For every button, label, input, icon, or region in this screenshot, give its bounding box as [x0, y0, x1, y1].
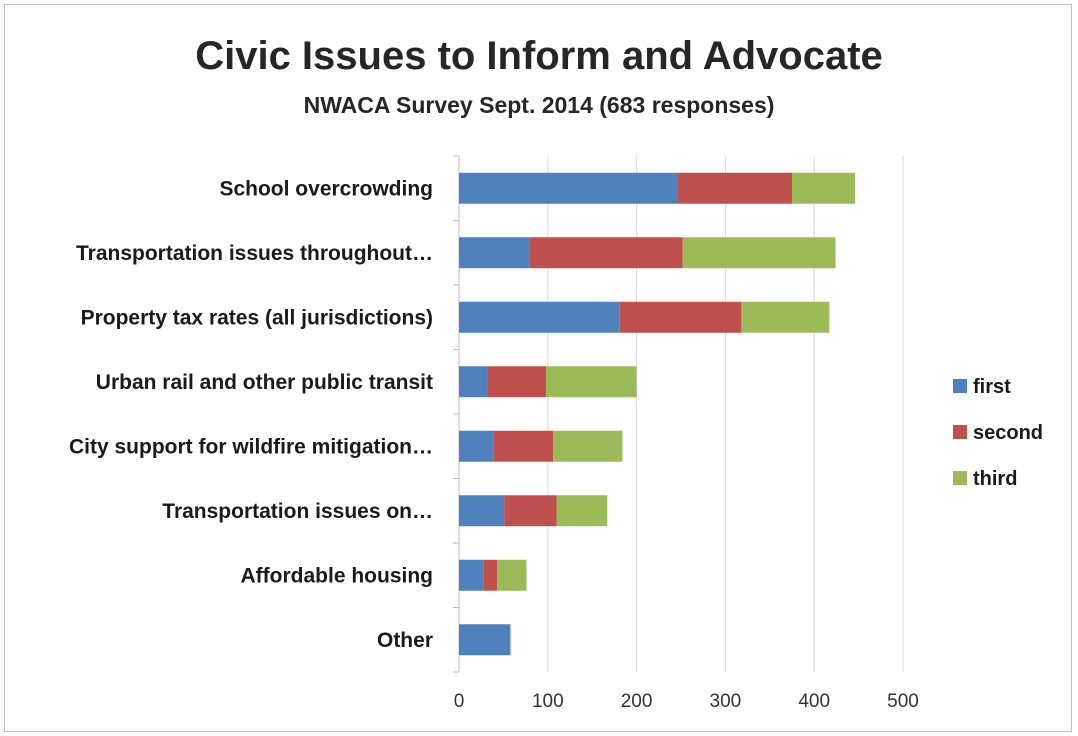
- bar-first-1: [459, 237, 530, 269]
- category-labels: School overcrowding Transportation issues…: [69, 177, 433, 652]
- bar-third-4: [553, 430, 623, 462]
- bar-third-1: [682, 237, 836, 269]
- bar-second-2: [619, 301, 742, 333]
- bar-first-0: [459, 172, 678, 204]
- x-tick-label: 500: [887, 691, 919, 712]
- legend: first second third: [953, 376, 1043, 490]
- category-label: Transportation issues on…: [162, 500, 433, 523]
- bar-third-5: [556, 495, 608, 527]
- x-tick-label: 0: [454, 691, 465, 712]
- x-tick-label: 300: [710, 691, 742, 712]
- legend-swatch-second: [953, 425, 967, 439]
- bar-second-1: [529, 237, 683, 269]
- bar-first-5: [459, 495, 505, 527]
- category-label: Other: [377, 629, 433, 652]
- chart-title: Civic Issues to Inform and Advocate: [195, 34, 883, 78]
- legend-swatch-third: [953, 471, 967, 485]
- bar-third-6: [497, 559, 527, 591]
- bar-third-2: [741, 301, 830, 333]
- category-label: Affordable housing: [241, 564, 434, 587]
- bar-first-7: [459, 624, 511, 656]
- legend-label-third: third: [973, 468, 1017, 490]
- gridlines: [453, 155, 904, 673]
- bar-second-0: [677, 172, 792, 204]
- bar-second-4: [493, 430, 554, 462]
- x-tick-label: 100: [532, 691, 564, 712]
- bar-second-3: [487, 366, 547, 398]
- bar-first-6: [459, 559, 484, 591]
- bars: [459, 172, 856, 656]
- chart-subtitle: NWACA Survey Sept. 2014 (683 responses): [303, 92, 775, 118]
- bar-third-3: [546, 366, 637, 398]
- bar-third-0: [792, 172, 856, 204]
- category-label: School overcrowding: [219, 177, 433, 200]
- x-tick-label: 200: [621, 691, 653, 712]
- legend-swatch-first: [953, 379, 967, 393]
- x-axis-tick-labels: 0 100 200 300 400 500: [454, 691, 919, 712]
- legend-label-first: first: [973, 376, 1011, 398]
- category-label: Urban rail and other public transit: [96, 371, 433, 394]
- category-label: Property tax rates (all jurisdictions): [81, 306, 433, 329]
- bar-first-4: [459, 430, 494, 462]
- bar-first-2: [459, 301, 620, 333]
- category-label: City support for wildfire mitigation…: [69, 435, 433, 458]
- x-tick-label: 400: [798, 691, 830, 712]
- bar-second-6: [483, 559, 498, 591]
- category-label: Transportation issues throughout…: [76, 242, 433, 265]
- bar-first-3: [459, 366, 488, 398]
- bar-second-5: [504, 495, 557, 527]
- legend-label-second: second: [973, 422, 1043, 444]
